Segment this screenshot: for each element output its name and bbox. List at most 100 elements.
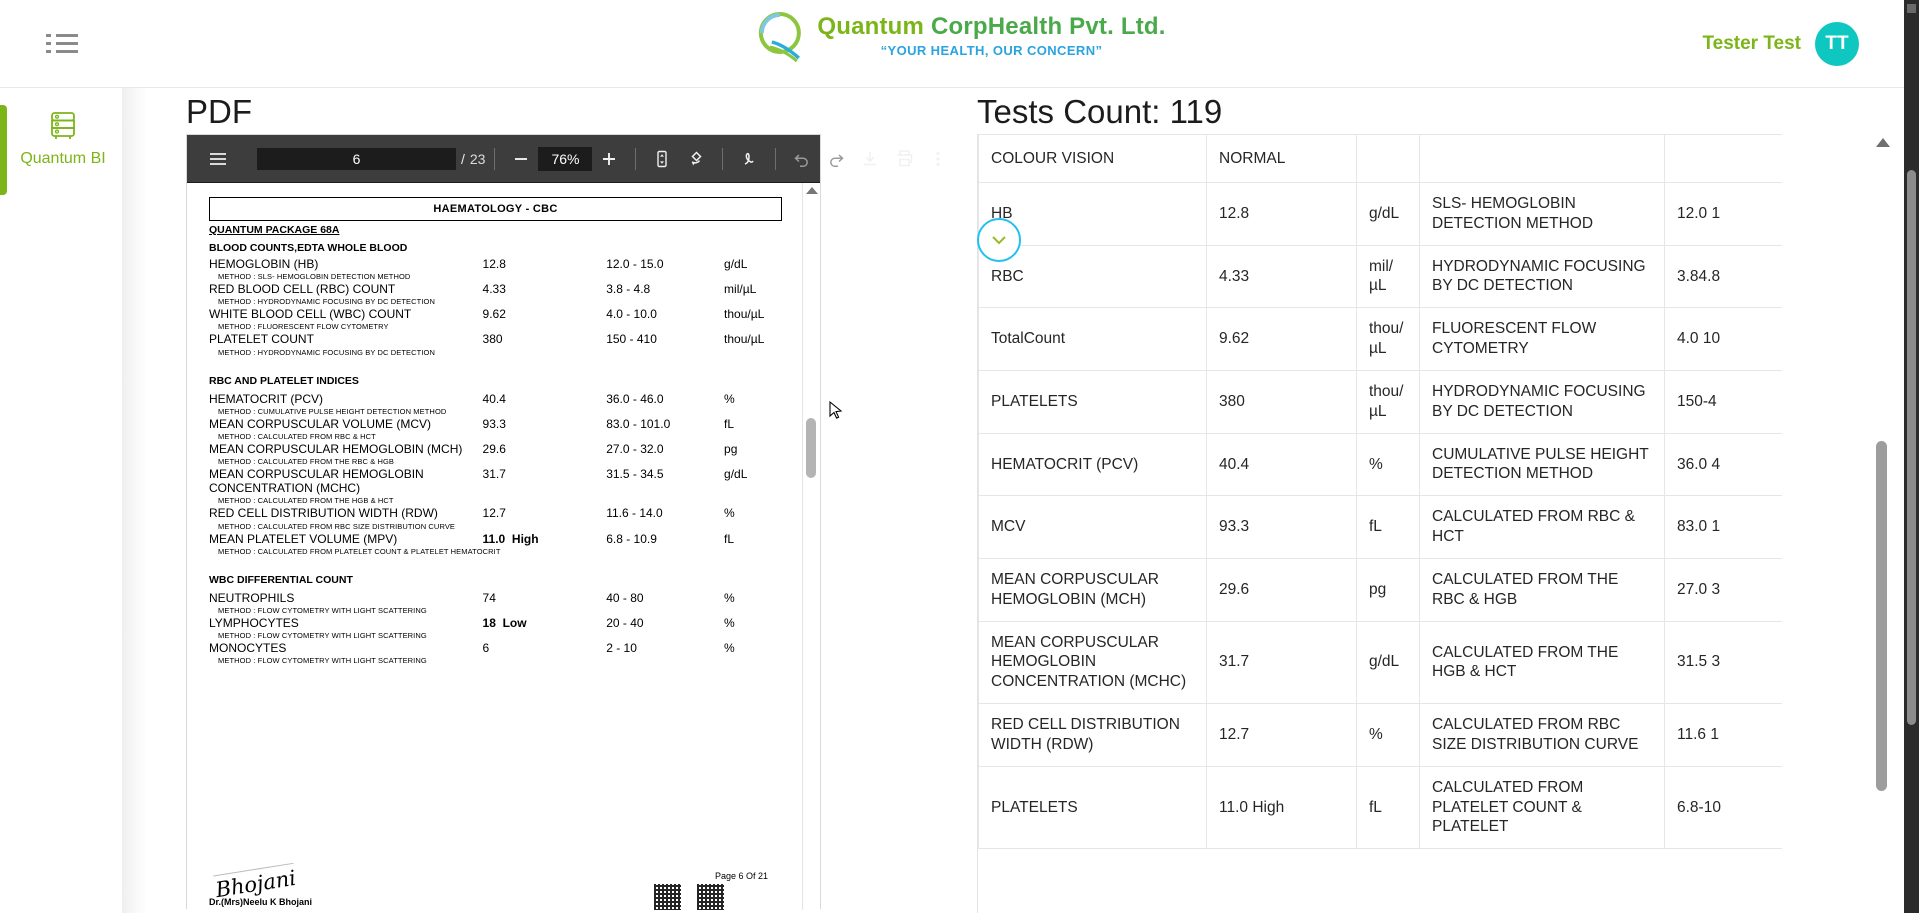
zoom-out-button[interactable] [504,142,538,176]
cell-value: 9.62 [1206,307,1357,371]
cell-value: 29.6 [1206,557,1357,622]
row-name: LYMPHOCYTES [209,615,299,630]
row-name: MEAN PLATELET VOLUME (MPV) [209,531,398,546]
row-unit: fL [724,416,735,431]
user-name: Tester Test [1702,33,1801,54]
menu-row [46,34,78,37]
quantum-q-logo [758,12,801,63]
row-method: METHOD : FLUORESCENT FLOW CYTOMETRY [218,322,389,332]
pdf-toolbar: / 23 76% [187,135,941,182]
zoom-in-button[interactable] [592,142,626,176]
user-area[interactable]: Tester Test TT [1702,22,1859,66]
toolbar-divider [775,147,777,170]
row-name: MEAN CORPUSCULAR HEMOGLOBIN CONCENTRATIO… [209,467,424,496]
table-row[interactable]: PLATELETS 380 thou/µL HYDRODYNAMIC FOCUS… [978,369,1782,434]
cell-value: 380 [1206,369,1357,434]
tests-panel: Tests Count: 119 COLOUR VISION NORMAL HB… [977,88,1912,913]
scroll-up-arrow-icon[interactable] [1876,138,1890,147]
list-menu-icon[interactable] [40,22,84,66]
table-row[interactable]: HEMATOCRIT (PCV) 40.4 % CUMULATIVE PULSE… [978,432,1782,497]
row-unit: fL [724,531,735,546]
app-header: Quantum CorpHealth Pvt. Ltd. “YOUR HEALT… [0,0,1919,88]
page-separator: / [461,150,465,167]
row-flag: Low [502,615,527,630]
menu-bar [56,42,78,45]
cell-value: 93.3 [1206,495,1357,559]
row-value: 74 [482,590,496,605]
row-name: MONOCYTES [209,641,287,656]
table-row[interactable]: RED CELL DISTRIBUTION WIDTH (RDW) 12.7 %… [978,703,1782,767]
pdf-scrollbar-thumb[interactable] [806,418,816,478]
collapse-toggle-button[interactable] [977,218,1021,262]
page-total: 23 [469,150,486,167]
row-ref: 27.0 - 32.0 [606,441,664,456]
qr-code-icon [654,884,681,910]
row-value: 9.62 [482,307,506,322]
pdf-page-scroll-area[interactable]: HAEMATOLOGY - CBC QUANTUM PACKAGE 68A BL… [187,182,820,910]
table-row[interactable]: MEAN CORPUSCULAR HEMOGLOBIN CONCENTRATIO… [978,620,1782,705]
sidebar-item-quantum-bi[interactable]: Quantum BI [14,108,112,168]
table-row[interactable]: HB 12.8 g/dL SLS- HEMOGLOBIN DETECTION M… [978,182,1782,246]
cell-method: HYDRODYNAMIC FOCUSING BY DC DETECTION [1419,244,1665,309]
row-ref: 31.5 - 34.5 [606,467,664,482]
window-scrollbar-thumb[interactable] [1907,170,1916,725]
row-ref: 2 - 10 [606,641,637,656]
print-icon[interactable] [887,142,921,176]
row-unit: % [724,506,735,521]
report-row: HEMOGLOBIN (HB) 12.8 12.0 - 15.0 g/dL METHO… [209,257,782,281]
pdf-page: HAEMATOLOGY - CBC QUANTUM PACKAGE 68A BL… [187,183,804,910]
cell-method: FLUORESCENT FLOW CYTOMETRY [1419,307,1665,371]
fit-page-icon[interactable] [645,142,679,176]
table-row[interactable]: TotalCount 9.62 thou/µL FLUORESCENT FLOW… [978,307,1782,371]
row-flag: High [511,531,539,546]
scrollbar-top-button[interactable] [1907,4,1916,13]
menu-dot [46,50,51,53]
redo-icon[interactable] [819,142,853,176]
cell-test: MEAN CORPUSCULAR HEMOGLOBIN CONCENTRATIO… [978,620,1207,705]
cell-method: CALCULATED FROM RBC SIZE DISTRIBUTION CU… [1419,703,1665,767]
header-cell [1664,134,1782,183]
row-name: HEMATOCRIT (PCV) [209,391,324,406]
cell-unit: thou/µL [1356,307,1420,371]
cell-method: SLS- HEMOGLOBIN DETECTION METHOD [1419,182,1665,246]
table-row[interactable]: MCV 93.3 fL CALCULATED FROM RBC & HCT 83… [978,495,1782,559]
table-scrollbar-thumb[interactable] [1876,441,1887,791]
row-name: MEAN CORPUSCULAR VOLUME (MCV) [209,416,432,431]
undo-icon[interactable] [785,142,819,176]
table-row[interactable]: PLATELETS 11.0 High fL CALCULATED FROM P… [978,765,1782,850]
row-unit: thou/µL [724,307,765,322]
tests-table-container[interactable]: COLOUR VISION NORMAL HB 12.8 g/dL SLS- H… [977,134,1782,913]
report-banner: HAEMATOLOGY - CBC [209,197,782,221]
cell-value: 31.7 [1206,620,1357,705]
page-number-input[interactable] [257,147,456,170]
table-row[interactable]: MEAN CORPUSCULAR HEMOGLOBIN (MCH) 29.6 p… [978,557,1782,622]
row-value: 6 [482,641,490,656]
mouse-cursor [829,401,843,419]
row-unit: mil/µL [724,282,757,297]
pdf-vertical-scrollbar[interactable] [802,183,820,910]
avatar[interactable]: TT [1815,22,1859,66]
draw-annotate-icon[interactable] [732,142,766,176]
zoom-level[interactable]: 76% [538,146,593,171]
cell-range: 3.84.8 [1664,244,1782,309]
row-name: WHITE BLOOD CELL (WBC) COUNT [209,307,412,322]
scroll-up-arrow-icon[interactable] [806,187,818,194]
cell-range: 83.0 1 [1664,495,1782,559]
sidebar-toggle-icon[interactable] [201,142,235,176]
cell-method: CALCULATED FROM THE HGB & HCT [1419,620,1665,705]
rotate-icon[interactable] [679,142,713,176]
window-scrollbar[interactable] [1904,0,1919,913]
row-name: RED CELL DISTRIBUTION WIDTH (RDW) [209,506,438,521]
cell-unit: fL [1356,495,1420,559]
row-name: HEMOGLOBIN (HB) [209,257,319,271]
table-vertical-scrollbar[interactable] [1874,134,1890,913]
cell-range: 150-4 [1664,369,1782,434]
more-options-icon[interactable] [921,142,955,176]
brand-logo-block[interactable]: Quantum CorpHealth Pvt. Ltd. “YOUR HEALT… [753,8,1165,64]
brand-text: Quantum CorpHealth Pvt. Ltd. “YOUR HEALT… [817,14,1165,58]
sidebar-item-label: Quantum BI [20,150,106,167]
download-icon[interactable] [853,142,887,176]
row-ref: 4.0 - 10.0 [606,307,657,322]
toolbar-divider [494,147,496,170]
table-row[interactable]: RBC 4.33 mil/µL HYDRODYNAMIC FOCUSING BY… [978,244,1782,309]
